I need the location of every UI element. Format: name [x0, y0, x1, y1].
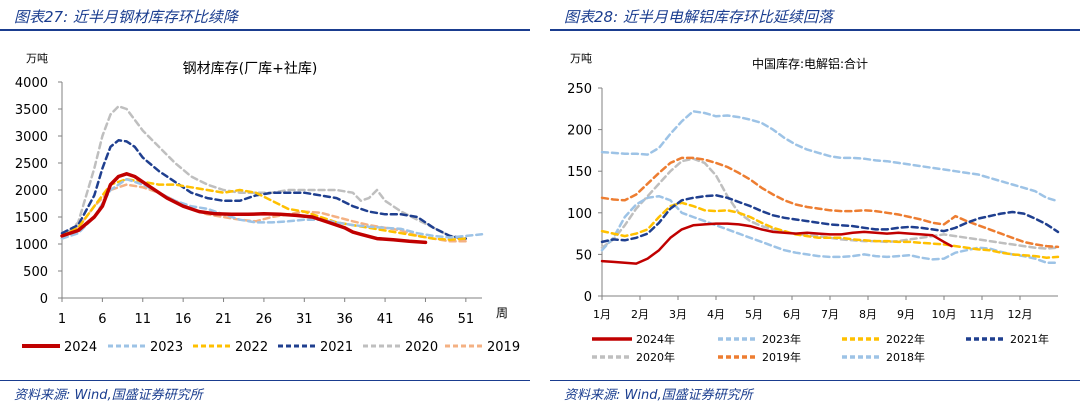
legend-label-2023年: 2023年 [762, 332, 801, 346]
aluminum-inventory-chart: 中国库存:电解铝:合计 万吨 0 50 100 150 200 250 1月 2月 3月 4月 5月 6月… [567, 52, 1060, 364]
x-tick-label: 5月 [745, 308, 763, 321]
series-line-2019年 [600, 156, 1060, 249]
y-tick-label: 4000 [15, 76, 48, 91]
title-rule [550, 29, 1080, 31]
series-line-2018年 [600, 110, 1060, 203]
x-tick-label: 31 [296, 312, 313, 327]
x-tick-label: 46 [417, 312, 434, 327]
y-tick-label: 2000 [15, 184, 48, 199]
chart-title: 钢材库存(厂库+社库) [183, 61, 318, 77]
legend-label-2018年: 2018年 [886, 350, 925, 364]
y-tick-label: 200 [567, 124, 592, 139]
x-tick-label: 9月 [897, 308, 915, 321]
y-tick-label: 250 [567, 82, 592, 97]
chart-panel-aluminum-inventory: 图表28: 近半月电解铝库存环比延续回落 中国库存:电解铝:合计 万吨 0 50 100… [550, 0, 1080, 405]
legend-label-2019年: 2019年 [762, 350, 801, 364]
x-tick-label: 26 [256, 312, 273, 327]
x-tick-label: 11 [134, 312, 151, 327]
legend-label-2024: 2024 [64, 340, 97, 355]
chart-title: 中国库存:电解铝:合计 [752, 56, 868, 71]
x-tick-label: 4月 [707, 308, 725, 321]
y-tick-label: 0 [584, 290, 592, 305]
source-note: 资料来源: Wind,国盛证券研究所 [564, 388, 753, 403]
y-tick-label: 500 [23, 265, 48, 280]
source-note: 资料来源: Wind,国盛证券研究所 [14, 388, 203, 403]
y-tick-label: 3500 [15, 103, 48, 118]
x-tick-label: 21 [215, 312, 232, 327]
x-tick-label: 41 [377, 312, 394, 327]
x-tick-label: 51 [458, 312, 475, 327]
x-tick-label: 2月 [631, 308, 649, 321]
y-tick-label: 0 [40, 292, 48, 307]
y-tick-label: 3000 [15, 130, 48, 145]
y-tick-label: 50 [575, 248, 592, 263]
x-tick-label: 10月 [932, 308, 957, 321]
x-tick-label: 3月 [669, 308, 687, 321]
figure-title: 图表28: 近半月电解铝库存环比延续回落 [564, 8, 833, 26]
x-tick-label: 7月 [821, 308, 839, 321]
x-tick-label: 11月 [970, 308, 995, 321]
series-line-2024 [60, 172, 428, 245]
chart-panel-steel-inventory: 图表27: 近半月钢材库存环比续降 钢材库存(厂库+社库) 万吨周 0 500 1000… [0, 0, 530, 405]
legend-label-2020年: 2020年 [636, 350, 675, 364]
figure-title: 图表27: 近半月钢材库存环比续降 [14, 8, 238, 26]
steel-inventory-chart: 钢材库存(厂库+社库) 万吨周 0 500 1000 1500 2000 2500 3000 35… [15, 52, 520, 355]
y-axis-unit: 万吨 [570, 52, 592, 65]
x-tick-label: 36 [336, 312, 353, 327]
series-line-2023 [60, 177, 484, 240]
legend-label-2021: 2021 [320, 340, 353, 355]
x-tick-label: 8月 [859, 308, 877, 321]
x-tick-label: 1月 [593, 308, 611, 321]
x-tick-label: 16 [175, 312, 192, 327]
series-line-2021 [60, 139, 468, 240]
legend-label-2020: 2020 [405, 340, 438, 355]
x-axis-label: 周 [496, 306, 508, 320]
y-tick-label: 1500 [15, 211, 48, 226]
y-tick-label: 2500 [15, 157, 48, 172]
series-line-2021年 [600, 194, 1060, 244]
legend-label-2022年: 2022年 [886, 332, 925, 346]
x-tick-label: 12月 [1008, 308, 1033, 321]
legend-label-2022: 2022 [235, 340, 268, 355]
legend-label-2019: 2019 [487, 340, 520, 355]
y-tick-label: 150 [567, 165, 592, 180]
y-tick-label: 100 [567, 207, 592, 222]
y-axis-unit: 万吨 [26, 52, 48, 65]
legend-label-2023: 2023 [150, 340, 183, 355]
legend-label-2024年: 2024年 [636, 332, 675, 346]
source-rule [0, 380, 530, 381]
series-line-2024年 [600, 222, 953, 265]
series-line-2023年 [600, 194, 1060, 264]
x-tick-label: 1 [58, 312, 66, 327]
y-tick-label: 1000 [15, 238, 48, 253]
series-line-2022年 [600, 201, 1060, 259]
source-rule [550, 380, 1080, 381]
series-line-2019 [60, 183, 468, 243]
x-tick-label: 6月 [783, 308, 801, 321]
title-rule [0, 29, 530, 31]
x-tick-label: 6 [98, 312, 106, 327]
legend-label-2021年: 2021年 [1010, 332, 1049, 346]
